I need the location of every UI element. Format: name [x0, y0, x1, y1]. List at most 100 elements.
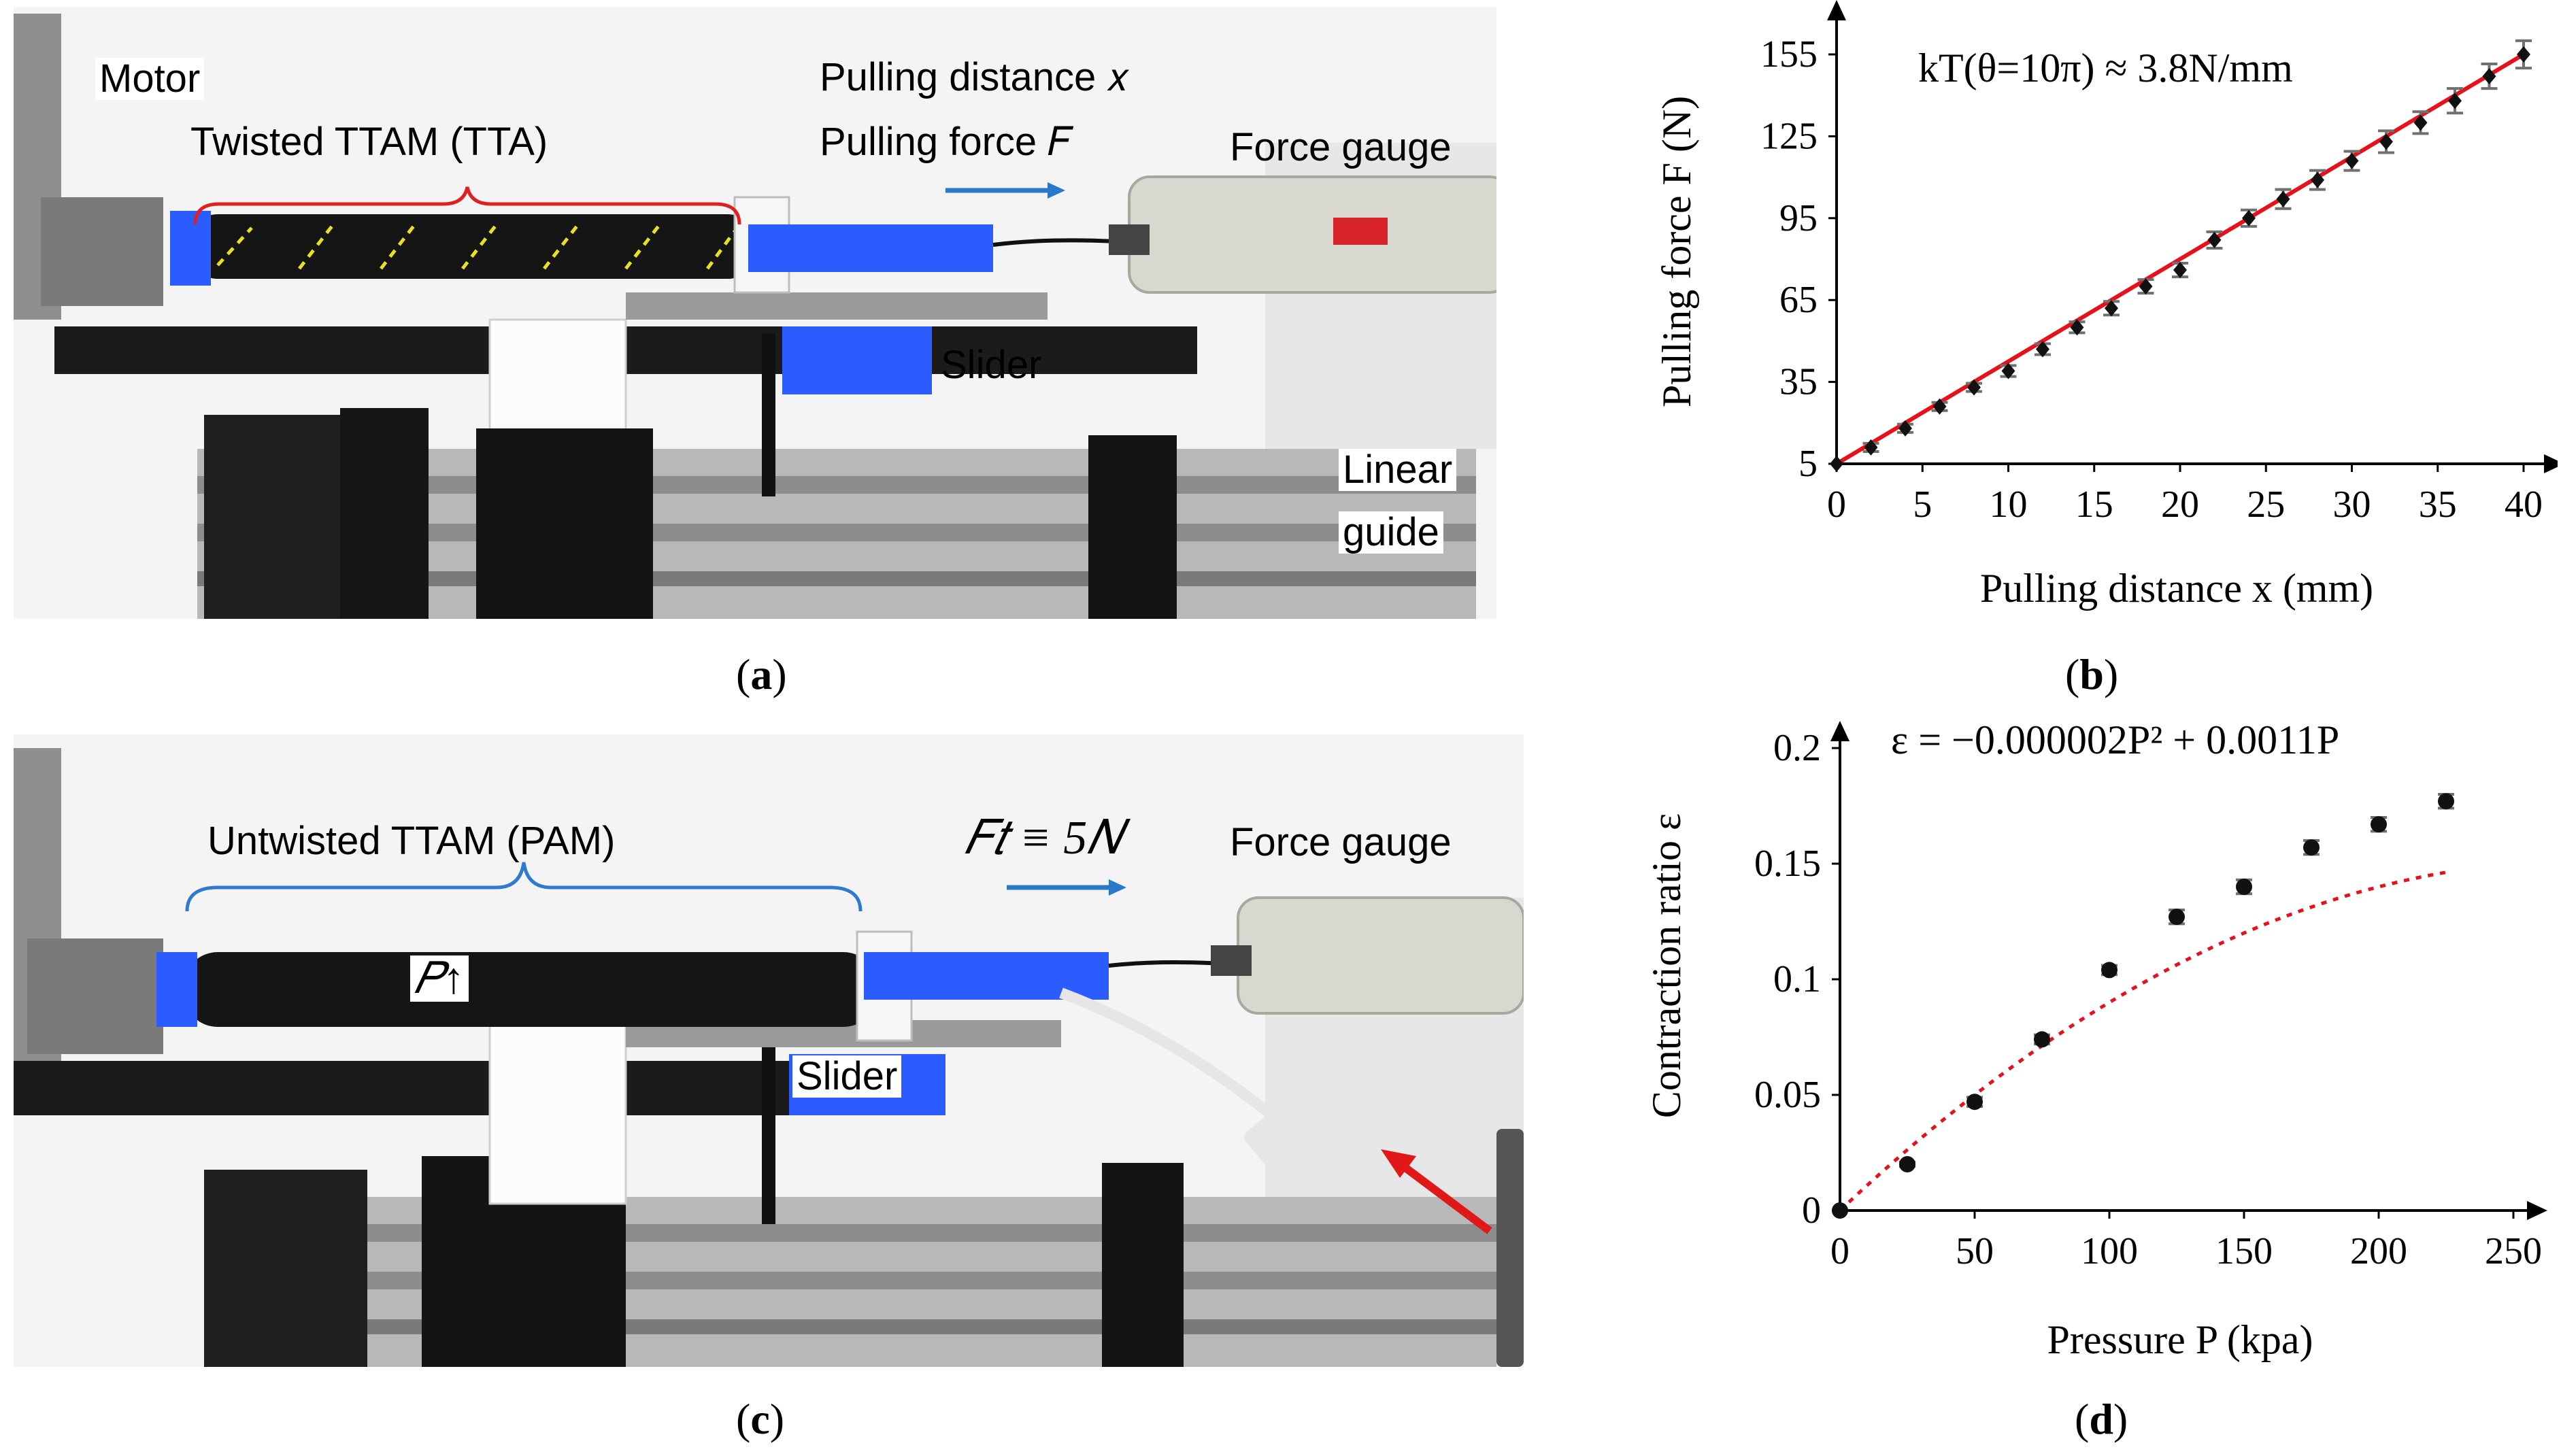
d-y-tick-label: 0.15 — [1754, 843, 1821, 885]
b-data-point — [2276, 190, 2290, 207]
slider-label-c: Slider — [792, 1055, 902, 1098]
b-x-axis-arrow — [2544, 454, 2561, 473]
d-data-point — [2169, 909, 2185, 926]
d-data-point — [1832, 1202, 1848, 1219]
d-y-tick-label: 0 — [1802, 1189, 1821, 1232]
d-data-point — [2303, 839, 2320, 856]
d-data-point — [2371, 816, 2387, 833]
pulling-force-label: Pulling force 𝐹 — [820, 120, 1072, 164]
b-data-point — [2173, 262, 2187, 279]
force-gauge-label-c: Force gauge — [1230, 820, 1452, 864]
slider-label-a: Slider — [941, 343, 1042, 387]
chart-d-title: ε = −0.000002P² + 0.0011P — [1891, 717, 2339, 762]
chart-b-xlabel: Pulling distance x (mm) — [1980, 566, 2373, 611]
b-data-point — [2517, 46, 2530, 63]
b-data-point — [2036, 341, 2049, 358]
d-x-tick-label: 100 — [2081, 1230, 2138, 1272]
b-x-tick-label: 35 — [2419, 484, 2457, 526]
b-x-tick-label: 40 — [2505, 484, 2543, 526]
b-data-point — [2207, 231, 2222, 248]
d-x-tick-label: 0 — [1830, 1230, 1849, 1272]
b-y-tick-label: 155 — [1760, 33, 1818, 75]
panel-c-photo — [14, 734, 1524, 1367]
panel-a-setup-illustration — [14, 7, 1496, 619]
d-x-tick-label: 50 — [1956, 1230, 1994, 1272]
b-fit-line — [1835, 52, 2525, 466]
b-x-tick-label: 30 — [2333, 484, 2371, 526]
b-x-tick-label: 10 — [1990, 484, 2028, 526]
b-y-axis-arrow — [1827, 0, 1846, 20]
b-data-point — [1898, 420, 1912, 437]
guide-label: guide — [1339, 511, 1443, 554]
d-x-tick-label: 150 — [2215, 1230, 2273, 1272]
caption-b: (b) — [2065, 650, 2119, 698]
b-data-point — [2448, 92, 2462, 109]
chart-b-ylabel: Pulling force F (N) — [1654, 96, 1699, 407]
caption-d: (d) — [2075, 1395, 2128, 1443]
b-data-point — [2345, 152, 2359, 169]
d-data-point — [1966, 1094, 1983, 1111]
untwisted-brace — [185, 862, 863, 912]
d-data-point — [2101, 962, 2118, 979]
b-y-tick-label: 95 — [1779, 197, 1818, 239]
b-data-point — [1932, 398, 1947, 415]
d-y-tick-label: 0.1 — [1773, 958, 1821, 1000]
force-gauge-label-a: Force gauge — [1230, 125, 1452, 169]
linear-label: Linear — [1339, 449, 1457, 491]
b-y-tick-label: 5 — [1798, 443, 1818, 485]
untwisted-ttam-label: Untwisted TTAM (PAM) — [207, 819, 616, 863]
b-data-point — [2311, 171, 2324, 188]
b-x-tick-label: 25 — [2247, 484, 2285, 526]
d-y-tick-label: 0.2 — [1773, 727, 1821, 769]
pressure-up-label: 𝑃↑ — [410, 955, 469, 1002]
panel-a-photo — [14, 7, 1496, 619]
d-data-point — [1899, 1156, 1915, 1172]
chart-d-xlabel: Pressure P (kpa) — [2047, 1317, 2313, 1362]
b-x-tick-label: 0 — [1827, 484, 1846, 526]
b-data-point — [2379, 133, 2393, 150]
b-data-point — [1830, 456, 1843, 472]
caption-a: (a) — [736, 650, 787, 698]
panel-c: Untwisted TTAM (PAM) 𝐹𝑡 ≡ 5𝑁 Force gauge… — [0, 721, 1524, 1453]
b-data-point — [1864, 439, 1878, 456]
tension-label: 𝐹𝑡 ≡ 5𝑁 — [965, 812, 1122, 864]
b-y-tick-label: 125 — [1760, 115, 1818, 157]
motor-label: Motor — [95, 58, 205, 100]
d-x-axis-arrow — [2527, 1201, 2547, 1220]
b-data-point — [2105, 300, 2118, 317]
d-x-tick-label: 200 — [2350, 1230, 2407, 1272]
b-y-tick-label: 35 — [1779, 361, 1818, 403]
twisted-brace — [193, 186, 741, 225]
pulling-distance-label: Pulling distance 𝑥 — [820, 55, 1129, 99]
panel-a: Motor Twisted TTAM (TTA) Pulling distanc… — [0, 0, 1524, 721]
caption-c: (c) — [736, 1395, 785, 1443]
chart-b-title: kT(θ=10π) ≈ 3.8N/mm — [1918, 46, 2293, 90]
b-data-point — [2001, 362, 2015, 379]
d-y-tick-label: 0.05 — [1754, 1074, 1821, 1116]
b-data-point — [2242, 209, 2256, 226]
b-data-point — [1967, 379, 1981, 396]
chart-d: ε = −0.000002P² + 0.0011P Contraction ra… — [1605, 707, 2558, 1453]
chart-d-ylabel: Contraction ratio ε — [1644, 813, 1689, 1118]
b-data-point — [2070, 319, 2084, 336]
b-data-point — [2482, 68, 2496, 85]
d-fit-curve — [1839, 870, 2447, 1212]
b-data-point — [2139, 278, 2153, 295]
air-inlet-arrow — [1381, 1149, 1492, 1234]
b-x-tick-label: 20 — [2161, 484, 2199, 526]
twisted-ttam-label: Twisted TTAM (TTA) — [190, 120, 548, 164]
d-data-point — [2438, 793, 2454, 810]
chart-b: kT(θ=10π) ≈ 3.8N/mm Pulling force F (N) … — [1605, 0, 2561, 707]
b-x-tick-label: 5 — [1913, 484, 1932, 526]
b-data-point — [2413, 114, 2428, 131]
tension-arrow — [1007, 879, 1126, 896]
pull-direction-arrow — [945, 182, 1065, 199]
d-x-tick-label: 250 — [2485, 1230, 2542, 1272]
chart-d-svg: ε = −0.000002P² + 0.0011P Contraction ra… — [1644, 717, 2547, 1362]
b-x-tick-label: 15 — [2075, 484, 2113, 526]
d-y-axis-arrow — [1830, 721, 1849, 741]
b-y-tick-label: 65 — [1779, 279, 1818, 321]
d-data-point — [2034, 1031, 2050, 1048]
d-data-point — [2236, 879, 2252, 895]
chart-b-svg: kT(θ=10π) ≈ 3.8N/mm Pulling force F (N) … — [1654, 0, 2561, 611]
